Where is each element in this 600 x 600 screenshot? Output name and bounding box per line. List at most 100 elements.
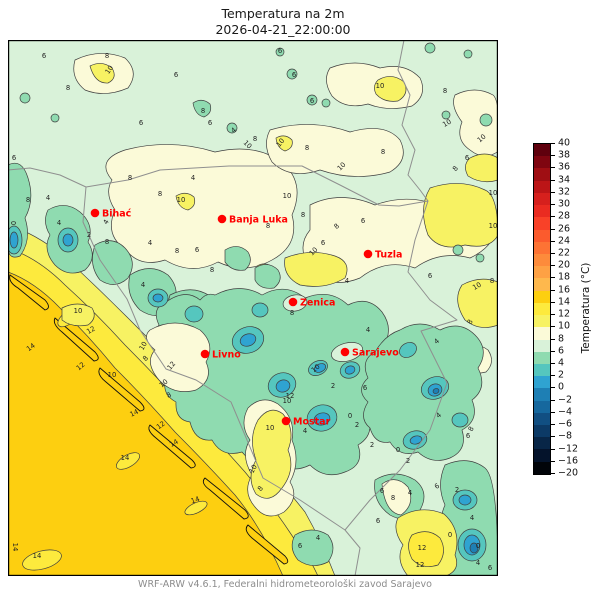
city-dot-zenica bbox=[288, 297, 298, 307]
contour-label: 4 bbox=[434, 411, 442, 420]
colorbar-tick-label: 36 bbox=[558, 161, 571, 173]
contour-label: 10 bbox=[489, 189, 498, 197]
colorbar-tick-label: −6 bbox=[558, 418, 573, 430]
colorbar-tick bbox=[551, 350, 555, 352]
contour-label: 2 bbox=[406, 457, 410, 465]
city-dot-mostar bbox=[281, 416, 291, 426]
colorbar-tick bbox=[551, 277, 555, 279]
colorbar-tick-label: 10 bbox=[558, 320, 571, 332]
colorbar-tick-label: 4 bbox=[558, 357, 565, 369]
colorbar-tick-label: 16 bbox=[558, 284, 571, 296]
contour-label: 4 bbox=[432, 337, 440, 346]
city-label-mostar: Mostar bbox=[293, 417, 331, 428]
contour-label: 8 bbox=[391, 494, 395, 502]
contour-label: 4 bbox=[345, 277, 349, 285]
contour-label: 8 bbox=[466, 318, 475, 326]
colorbar-tick bbox=[551, 216, 555, 218]
contour-label: 6 bbox=[298, 542, 302, 550]
contour-label: 6 bbox=[42, 52, 46, 60]
colorbar-segment-17 bbox=[534, 351, 550, 364]
colorbar-segment-11 bbox=[534, 278, 550, 291]
city-label-zenica: Zenica bbox=[300, 298, 335, 309]
contour-label: 6 bbox=[174, 71, 178, 79]
colorbar bbox=[533, 143, 551, 475]
country-border bbox=[82, 165, 458, 531]
colorbar-segment-13 bbox=[534, 302, 550, 316]
contour-label: 10 bbox=[266, 424, 275, 432]
colorbar-tick bbox=[551, 240, 555, 242]
colorbar-tick bbox=[551, 228, 555, 230]
contour-label: 0 bbox=[396, 446, 400, 454]
contour-label: 4 bbox=[102, 218, 111, 226]
contour-label: 6 bbox=[380, 487, 384, 495]
colorbar-tick-label: 28 bbox=[558, 210, 571, 222]
city-dot-sarajevo bbox=[340, 347, 350, 357]
contour-label: 8 bbox=[141, 354, 150, 363]
colorbar-segment-21 bbox=[534, 400, 550, 413]
colorbar-tick bbox=[551, 265, 555, 267]
colorbar-tick bbox=[551, 155, 555, 157]
contour-label: 12 bbox=[286, 392, 295, 400]
contour-label: 6 bbox=[12, 154, 16, 162]
contour-label: 4 bbox=[366, 326, 370, 334]
contour-label: 8 bbox=[175, 247, 179, 255]
colorbar-segment-2 bbox=[534, 168, 550, 181]
contour-label: 8 bbox=[26, 196, 30, 204]
contour-label: 12 bbox=[166, 360, 178, 372]
contour-label: 14 bbox=[121, 454, 130, 462]
contour-label: 8 bbox=[467, 425, 476, 433]
contour-label: 12 bbox=[418, 544, 427, 552]
colorbar-segment-9 bbox=[534, 253, 550, 267]
contour-label: 6 bbox=[465, 154, 469, 162]
contour-label: 8 bbox=[443, 87, 447, 95]
colorbar-tick bbox=[551, 143, 555, 144]
colorbar-tick bbox=[551, 289, 555, 291]
colorbar-tick bbox=[551, 179, 555, 181]
contour-label: 6 bbox=[139, 119, 143, 127]
colorbar-tick-label: 38 bbox=[558, 149, 571, 161]
contour-label: 0 bbox=[348, 412, 352, 420]
colorbar-segment-6 bbox=[534, 217, 550, 230]
city-label-banja-luka: Banja Luka bbox=[229, 215, 288, 226]
map-frame bbox=[8, 40, 498, 576]
contour-label: 8 bbox=[290, 309, 294, 317]
contour-label: 10 bbox=[275, 137, 287, 149]
contour-label: 2 bbox=[370, 441, 374, 449]
contour-label: 10 bbox=[177, 196, 186, 204]
colorbar-segment-0 bbox=[534, 144, 550, 157]
contour-label: 8 bbox=[451, 164, 460, 172]
colorbar-tick bbox=[551, 363, 555, 364]
city-dot-tuzla bbox=[363, 249, 373, 259]
colorbar-tick-label: −20 bbox=[558, 467, 579, 479]
colorbar-tick bbox=[551, 411, 555, 413]
contour-label: 10 bbox=[489, 222, 498, 230]
contour-label: 6 bbox=[292, 71, 296, 79]
contour-label: 4 bbox=[57, 219, 61, 227]
contour-label: 4 bbox=[141, 281, 145, 289]
contour-label: 6 bbox=[466, 432, 470, 440]
colorbar-tick-label: 30 bbox=[558, 198, 571, 210]
plot-title-line1: Temperatura na 2m bbox=[221, 6, 345, 21]
colorbar-segment-25 bbox=[534, 449, 550, 462]
colorbar-tick bbox=[551, 253, 555, 254]
contour-label: 8 bbox=[66, 84, 70, 92]
colorbar-segment-22 bbox=[534, 412, 550, 426]
contour-label: 0 bbox=[9, 221, 17, 225]
contour-label: 8 bbox=[210, 266, 214, 274]
contour-label: 4 bbox=[148, 239, 152, 247]
colorbar-axis-label: Temperatura (°C) bbox=[580, 262, 592, 354]
footer-credit: WRF-ARW v4.6.1, Federalni hidrometeorolo… bbox=[138, 579, 432, 590]
colorbar-tick-label: 40 bbox=[558, 137, 571, 149]
contour-label: 4 bbox=[408, 489, 412, 497]
colorbar-tick-label: 2 bbox=[558, 369, 565, 381]
contour-label: 12 bbox=[85, 325, 96, 336]
colorbar-tick bbox=[551, 191, 555, 193]
contour-label: 10 bbox=[104, 64, 116, 76]
contour-label: 10 bbox=[471, 281, 482, 292]
contour-label: 10 bbox=[376, 82, 385, 90]
contour-label: 8 bbox=[332, 222, 340, 231]
contour-label: 2 bbox=[331, 382, 335, 390]
city-dot-banja-luka bbox=[217, 214, 227, 224]
contour-label: 6 bbox=[428, 272, 432, 280]
